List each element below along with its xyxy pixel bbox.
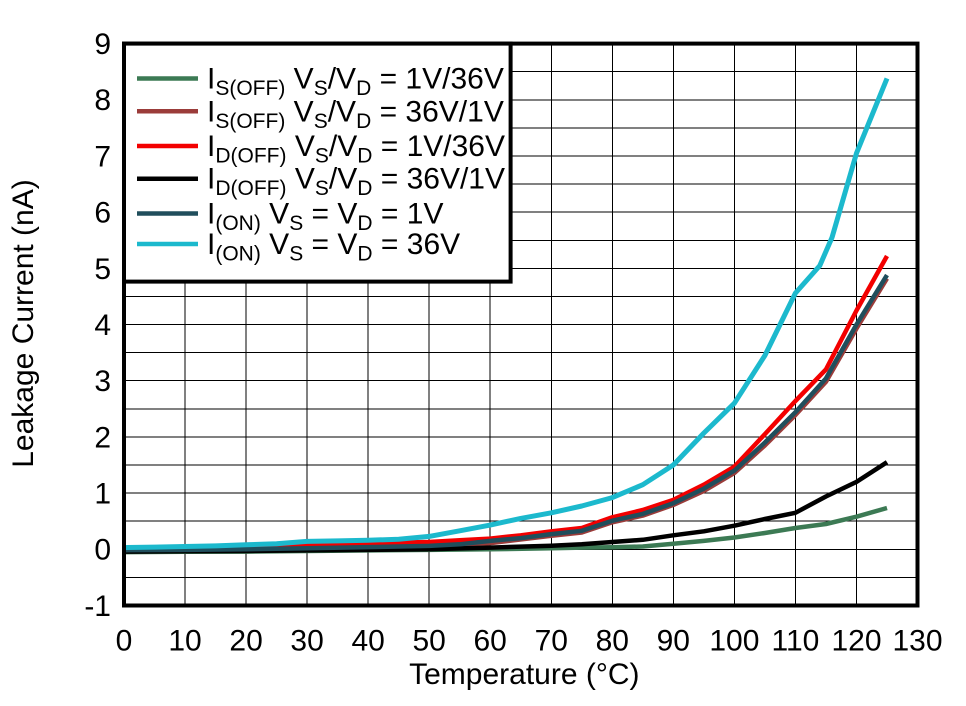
- svg-text:4: 4: [94, 309, 111, 342]
- svg-text:110: 110: [771, 625, 819, 658]
- svg-text:ID(OFF) VS/VD = 36V/1V: ID(OFF) VS/VD = 36V/1V: [207, 163, 505, 201]
- svg-text:ID(OFF) VS/VD = 1V/36V: ID(OFF) VS/VD = 1V/36V: [207, 130, 505, 168]
- svg-text:9: 9: [94, 28, 111, 61]
- svg-text:Leakage Current (nA): Leakage Current (nA): [7, 179, 40, 468]
- svg-text:3: 3: [94, 365, 111, 398]
- svg-text:6: 6: [94, 197, 111, 230]
- svg-text:100: 100: [709, 625, 759, 658]
- svg-text:90: 90: [657, 625, 690, 658]
- svg-text:0: 0: [116, 625, 133, 658]
- svg-text:40: 40: [352, 625, 385, 658]
- svg-text:10: 10: [168, 625, 201, 658]
- svg-text:7: 7: [94, 140, 111, 173]
- svg-text:80: 80: [596, 625, 629, 658]
- svg-text:5: 5: [94, 253, 111, 286]
- svg-text:IS(OFF) VS/VD = 36V/1V: IS(OFF) VS/VD = 36V/1V: [207, 95, 504, 133]
- svg-text:60: 60: [474, 625, 507, 658]
- svg-text:2: 2: [94, 421, 111, 454]
- svg-text:130: 130: [892, 625, 942, 658]
- svg-text:I(ON) VS = VD = 1V: I(ON) VS = VD = 1V: [207, 198, 443, 236]
- svg-text:0: 0: [94, 534, 111, 567]
- svg-text:70: 70: [535, 625, 568, 658]
- svg-text:8: 8: [94, 84, 111, 117]
- svg-text:20: 20: [229, 625, 262, 658]
- svg-text:1: 1: [94, 478, 111, 511]
- svg-text:Temperature (°C): Temperature (°C): [409, 658, 639, 691]
- svg-text:-1: -1: [84, 590, 111, 623]
- svg-text:30: 30: [290, 625, 323, 658]
- svg-text:50: 50: [413, 625, 446, 658]
- svg-text:120: 120: [831, 625, 881, 658]
